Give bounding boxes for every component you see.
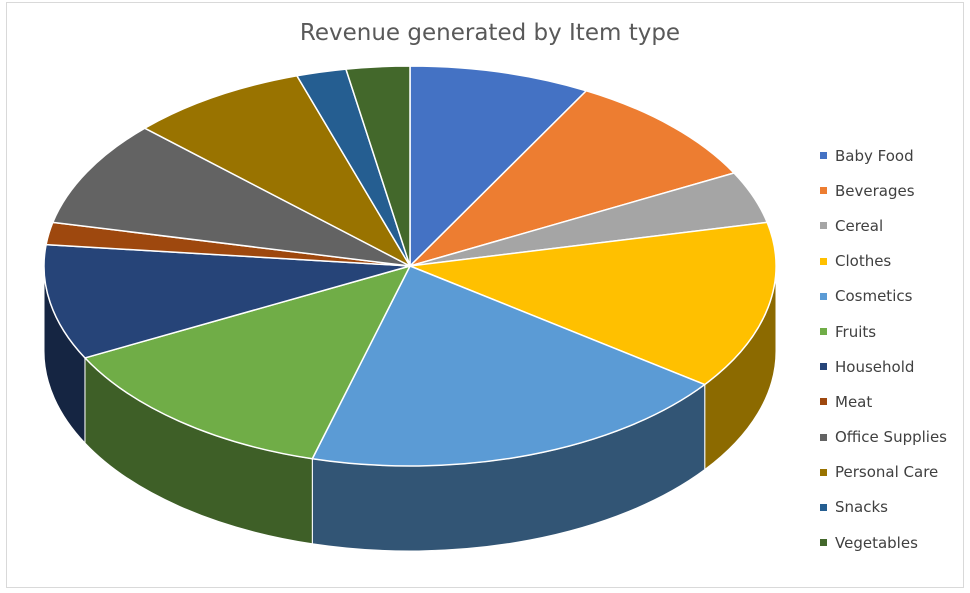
legend-swatch: [820, 398, 827, 406]
legend-item-office-supplies: Office Supplies: [820, 420, 947, 455]
legend-label: Meat: [835, 392, 873, 411]
legend-swatch: [820, 222, 827, 230]
legend-swatch: [820, 539, 827, 547]
pie-slice-cosmetics: [311, 265, 706, 467]
legend-item-vegetables: Vegetables: [820, 525, 947, 560]
legend-label: Cosmetics: [835, 287, 913, 306]
legend-swatch: [820, 328, 827, 336]
pie-slice-clothes: [409, 221, 777, 386]
legend-item-fruits: Fruits: [820, 314, 947, 349]
legend-item-cosmetics: Cosmetics: [820, 279, 947, 314]
pie-slice-personal-care: [144, 75, 411, 267]
pie-slice-baby-food: [409, 65, 588, 267]
legend-label: Clothes: [835, 252, 892, 271]
legend-label: Baby Food: [835, 146, 914, 165]
legend-swatch: [820, 257, 827, 265]
legend-item-cereal: Cereal: [820, 208, 947, 243]
legend-label: Snacks: [835, 498, 888, 517]
legend-item-beverages: Beverages: [820, 173, 947, 208]
legend-item-personal-care: Personal Care: [820, 455, 947, 490]
legend-swatch: [820, 152, 827, 160]
legend-swatch: [820, 433, 827, 441]
legend-item-snacks: Snacks: [820, 490, 947, 525]
legend-swatch: [820, 292, 827, 300]
legend-label: Vegetables: [835, 533, 918, 552]
legend-item-household: Household: [820, 349, 947, 384]
pie-slice-vegetables: [345, 65, 411, 267]
legend-item-meat: Meat: [820, 384, 947, 419]
legend-swatch: [820, 187, 827, 195]
legend-swatch: [820, 468, 827, 476]
legend: Baby Food Beverages Cereal Clothes Cosmetics…: [820, 138, 947, 560]
pie-slice-household: [43, 243, 411, 359]
legend-label: Beverages: [835, 181, 915, 200]
pie-slice-beverages: [409, 89, 735, 267]
pie-slice-office-supplies: [52, 127, 411, 267]
legend-label: Fruits: [835, 322, 877, 341]
legend-item-clothes: Clothes: [820, 244, 947, 279]
pie-slice-fruits: [84, 265, 411, 460]
legend-swatch: [820, 363, 827, 371]
legend-label: Personal Care: [835, 463, 939, 482]
legend-swatch: [820, 503, 827, 511]
legend-label: Office Supplies: [835, 428, 948, 447]
legend-label: Household: [835, 357, 915, 376]
legend-item-baby-food: Baby Food: [820, 138, 947, 173]
legend-label: Cereal: [835, 216, 884, 235]
chart-title: Revenue generated by Item type: [299, 20, 681, 46]
